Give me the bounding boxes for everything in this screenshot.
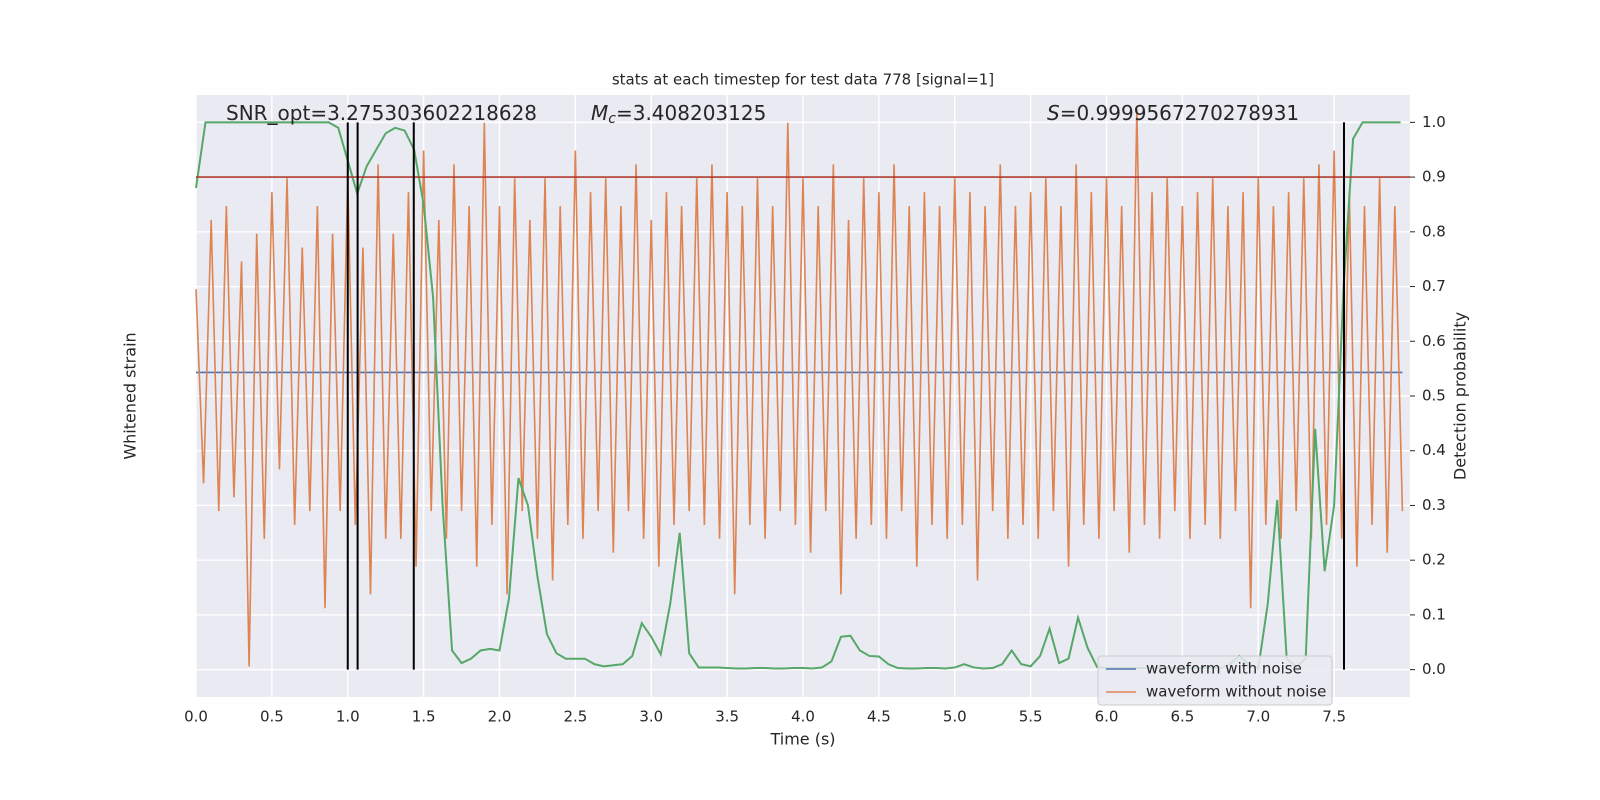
legend: waveform with noise waveform without nois…: [1097, 655, 1333, 706]
y2-tick-label: 0.9: [1422, 168, 1446, 186]
x-tick-label: 6.5: [1170, 708, 1194, 726]
y2-tick-label: 0.0: [1422, 660, 1446, 678]
x-tick-label: 4.0: [791, 708, 815, 726]
legend-box: [1097, 655, 1333, 706]
x-tick-label: 0.5: [260, 708, 284, 726]
x-tick-label: 2.0: [488, 708, 512, 726]
y2-tick-label: 0.2: [1422, 551, 1446, 569]
x-tick-label: 3.0: [639, 708, 663, 726]
x-tick-label: 0.0: [184, 708, 208, 726]
x-tick-label: 6.0: [1095, 708, 1119, 726]
y2-tick-label: 0.5: [1422, 387, 1446, 405]
legend-label: waveform without noise: [1146, 683, 1326, 701]
y-axis-label: Whitened strain: [121, 332, 140, 459]
y2-tick-label: 0.6: [1422, 332, 1446, 350]
x-tick-label: 1.5: [412, 708, 436, 726]
y2-tick-label: 0.7: [1422, 277, 1446, 295]
x-tick-label: 2.5: [563, 708, 587, 726]
x-axis-label: Time (s): [769, 730, 835, 749]
annotation: Mc=3.408203125: [591, 101, 766, 128]
x-tick-label: 7.5: [1322, 708, 1346, 726]
x-tick-label: 5.0: [943, 708, 967, 726]
x-tick-label: 4.5: [867, 708, 891, 726]
x-tick-label: 3.5: [715, 708, 739, 726]
annotation-text: SNR_opt=3.275303602218628: [226, 101, 537, 125]
legend-label: waveform with noise: [1146, 660, 1302, 678]
annotation-symbol: S: [1047, 101, 1060, 125]
annotation: S=0.9999567270278931: [1047, 101, 1299, 125]
y2-tick-label: 0.1: [1422, 605, 1446, 623]
series-line: [195, 108, 1404, 667]
x-tick-label: 1.0: [336, 708, 360, 726]
annotation-text: =3.408203125: [616, 101, 766, 125]
chart-title: stats at each timestep for test data 778…: [612, 71, 994, 89]
y2-tick-label: 0.3: [1422, 496, 1446, 514]
annotation-text: =0.9999567270278931: [1060, 101, 1299, 125]
y2-tick-label: 0.8: [1422, 222, 1446, 240]
annotation: SNR_opt=3.275303602218628: [226, 101, 537, 125]
y2-tick-label: 0.4: [1422, 441, 1446, 459]
annotation-symbol: M: [591, 101, 608, 125]
y2-tick-label: 1.0: [1422, 113, 1446, 131]
annotation-subscript: c: [608, 111, 616, 127]
x-tick-label: 7.0: [1246, 708, 1270, 726]
y2-axis-label: Detection probability: [1451, 312, 1470, 480]
x-tick-label: 5.5: [1019, 708, 1043, 726]
